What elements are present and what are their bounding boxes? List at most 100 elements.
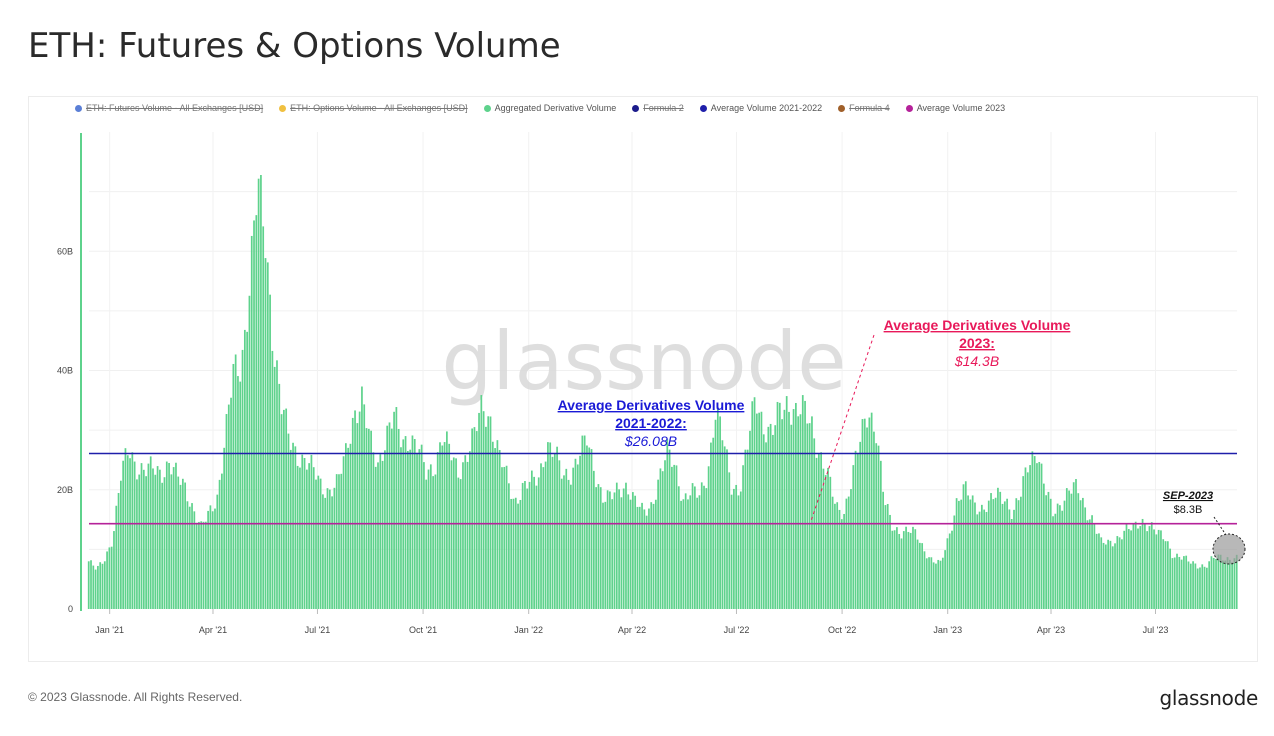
bar (393, 411, 395, 609)
bar (1001, 503, 1004, 609)
bar (1026, 472, 1029, 609)
bar (999, 491, 1002, 609)
bar (861, 419, 864, 609)
bar (269, 294, 271, 609)
legend-item-avg-2023[interactable]: Average Volume 2023 (905, 103, 1005, 113)
bar (905, 526, 907, 609)
x-tick-label: Jan '22 (514, 625, 543, 635)
bar (1116, 536, 1119, 609)
bar (597, 484, 600, 609)
bar (850, 489, 852, 609)
bar (615, 482, 618, 609)
bar (149, 456, 152, 609)
bar (147, 463, 150, 609)
bar (744, 449, 747, 609)
bar (852, 465, 855, 609)
bar (528, 481, 531, 609)
bar (1049, 498, 1052, 609)
bar (390, 428, 393, 609)
bar (643, 509, 646, 609)
legend-item-formula-2[interactable]: Formula 2 (632, 103, 684, 113)
bar (974, 502, 976, 609)
bar (1231, 562, 1233, 609)
bar (1047, 491, 1050, 609)
bar (576, 464, 579, 609)
bar (90, 560, 92, 609)
bar (1157, 529, 1160, 609)
x-tick-label: Jul '23 (1143, 625, 1169, 635)
bar (558, 460, 561, 609)
bar (776, 401, 779, 609)
bar (1114, 543, 1116, 609)
bar (1169, 548, 1171, 609)
bar (870, 412, 873, 609)
bar (204, 521, 207, 609)
legend-item-avg-2021-2022[interactable]: Average Volume 2021-2022 (699, 103, 822, 113)
bar (257, 178, 260, 609)
legend-item-formula-4[interactable]: Formula 4 (838, 103, 890, 113)
bar (514, 497, 517, 609)
bar (319, 478, 322, 609)
bar (494, 448, 496, 609)
bar (459, 479, 462, 609)
bar (572, 467, 575, 609)
bar (930, 557, 933, 609)
bar (886, 503, 889, 609)
bar (1031, 451, 1034, 609)
bar (804, 400, 806, 609)
bar (664, 460, 666, 609)
bar (115, 505, 118, 609)
bar (1104, 544, 1107, 609)
bar (480, 395, 483, 609)
bar (827, 467, 829, 609)
bar (921, 543, 924, 609)
bar (464, 455, 467, 609)
bar (519, 499, 522, 609)
bar (891, 530, 894, 609)
bar (636, 506, 639, 609)
bar (365, 428, 368, 609)
bar (783, 409, 786, 609)
bar (698, 495, 701, 609)
bar (547, 442, 549, 609)
legend-item-futures-volume[interactable]: ETH: Futures Volume - All Exchanges [USD… (75, 103, 263, 113)
bar (707, 466, 710, 609)
bar (1040, 463, 1043, 609)
bar (117, 493, 120, 609)
bar (840, 519, 843, 609)
bar (540, 463, 542, 609)
bar (278, 383, 281, 609)
bar (351, 417, 354, 609)
legend-item-aggregated-volume[interactable]: Aggregated Derivative Volume (483, 103, 616, 113)
bar (94, 569, 97, 609)
bar (227, 404, 230, 609)
bar (1185, 555, 1188, 609)
bar (1072, 482, 1075, 609)
bar (294, 446, 297, 609)
bar (264, 258, 267, 609)
bar (902, 531, 905, 609)
bar (735, 484, 738, 609)
bar (859, 441, 862, 609)
bar (790, 424, 793, 609)
bar (641, 502, 643, 609)
bar (916, 539, 919, 609)
legend-dot-avg-2021-2022 (699, 104, 707, 112)
x-tick-label: Oct '21 (409, 625, 437, 635)
bar (928, 557, 930, 609)
bar (370, 430, 372, 609)
legend-label: Formula 2 (643, 103, 684, 113)
chart-plot: glassnode 0 20B 40B 60B Jan '21 Apr '21 Jul '2… (57, 132, 1246, 635)
bar (478, 412, 480, 609)
bar (457, 477, 460, 609)
bar (400, 447, 402, 609)
bar (379, 454, 382, 609)
bar (1010, 518, 1013, 609)
bar (914, 529, 917, 609)
bar (1052, 516, 1054, 609)
bar (209, 505, 212, 609)
x-tick-label: Jul '21 (305, 625, 331, 635)
bar (324, 497, 327, 609)
legend-item-options-volume[interactable]: ETH: Options Volume - All Exchanges [USD… (279, 103, 468, 113)
bar (260, 175, 262, 609)
